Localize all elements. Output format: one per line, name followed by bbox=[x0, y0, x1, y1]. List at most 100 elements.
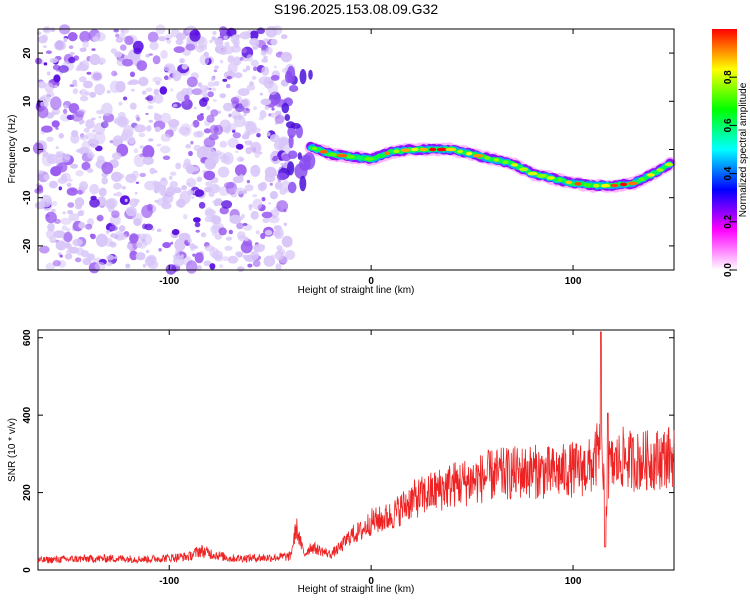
noise-blob bbox=[81, 161, 91, 171]
noise-blob bbox=[79, 134, 89, 141]
noise-blob bbox=[187, 189, 194, 196]
noise-blob bbox=[268, 215, 280, 224]
ridge-hotspot bbox=[565, 180, 573, 185]
noise-blob bbox=[186, 76, 198, 88]
ridge-hotspot bbox=[619, 182, 628, 187]
colorbar-gradient bbox=[712, 29, 737, 270]
noise-blob bbox=[68, 56, 76, 64]
noise-blob bbox=[106, 254, 114, 261]
noise-blob bbox=[219, 93, 226, 99]
noise-blob bbox=[77, 189, 83, 195]
noise-blob bbox=[63, 104, 68, 109]
ridge-hotspot bbox=[664, 162, 674, 167]
noise-blob bbox=[139, 172, 146, 178]
noise-blob bbox=[234, 72, 243, 79]
noise-blob bbox=[96, 214, 104, 222]
noise-blob bbox=[175, 200, 183, 207]
noise-blob bbox=[82, 40, 89, 49]
noise-blob bbox=[83, 80, 93, 89]
noise-blob bbox=[53, 84, 58, 88]
noise-blob bbox=[242, 222, 248, 226]
noise-blob bbox=[37, 170, 44, 175]
noise-blob bbox=[75, 247, 85, 256]
noise-blob bbox=[133, 153, 146, 168]
noise-blob bbox=[223, 35, 228, 40]
noise-blob bbox=[109, 214, 121, 226]
noise-blob bbox=[58, 133, 64, 139]
snr-line bbox=[37, 331, 675, 565]
noise-blob bbox=[42, 26, 52, 34]
noise-blob bbox=[251, 75, 257, 80]
noise-blob bbox=[280, 51, 293, 63]
noise-blob bbox=[153, 113, 162, 121]
noise-blob bbox=[193, 106, 197, 110]
snr-y-ticks: 0 200 400 600 bbox=[22, 329, 674, 573]
noise-blob bbox=[249, 30, 259, 40]
ridge-hotspot bbox=[319, 150, 328, 154]
noise-blob bbox=[113, 182, 122, 190]
noise-blob bbox=[250, 210, 259, 220]
noise-blob bbox=[194, 189, 205, 197]
noise-blob bbox=[272, 155, 279, 160]
colorbar-tick-label: 0.8 bbox=[723, 70, 734, 84]
noise-blob bbox=[270, 74, 280, 81]
noise-blob bbox=[192, 119, 200, 128]
ridge-hotspot bbox=[346, 154, 356, 159]
noise-blob bbox=[113, 116, 125, 126]
noise-blob bbox=[39, 245, 50, 254]
noise-blob bbox=[67, 202, 75, 208]
colorbar-ticks: 0.0 0.2 0.4 0.6 0.8 bbox=[723, 70, 737, 277]
noise-blob bbox=[246, 179, 250, 184]
ridge-hotspot bbox=[456, 149, 464, 154]
noise-blob bbox=[196, 130, 204, 138]
noise-blob bbox=[264, 229, 273, 236]
noise-blob bbox=[180, 123, 192, 137]
noise-blob bbox=[55, 69, 60, 72]
noise-blob bbox=[269, 182, 273, 186]
x-tick-label: 0 bbox=[368, 576, 374, 587]
noise-blob bbox=[127, 81, 134, 85]
noise-blob bbox=[79, 181, 89, 191]
ridge-hotspot bbox=[593, 183, 600, 188]
noise-blob bbox=[86, 71, 92, 75]
noise-blob bbox=[179, 58, 185, 64]
y-tick-label: -20 bbox=[22, 238, 33, 253]
noise-blob bbox=[46, 202, 50, 205]
noise-blob bbox=[241, 48, 247, 54]
noise-blob bbox=[204, 207, 214, 218]
noise-blob bbox=[242, 68, 247, 73]
noise-blob bbox=[47, 222, 55, 232]
noise-blob bbox=[126, 243, 133, 250]
ridge-hotspot bbox=[328, 152, 338, 157]
noise-blob bbox=[211, 87, 217, 92]
ridge-hotspot bbox=[527, 171, 538, 176]
y-tick-label: 20 bbox=[22, 47, 33, 59]
noise-blob bbox=[91, 117, 96, 121]
noise-blob bbox=[274, 181, 283, 190]
noise-blob bbox=[283, 208, 287, 213]
spectrogram-x-ticks: -100 0 100 bbox=[159, 29, 582, 287]
noise-blob bbox=[98, 187, 107, 197]
noise-blob bbox=[67, 178, 73, 182]
noise-blob bbox=[275, 263, 282, 271]
noise-blob bbox=[199, 85, 209, 92]
noise-blob bbox=[261, 66, 270, 76]
noise-blob bbox=[45, 262, 56, 271]
noise-blob bbox=[236, 222, 244, 230]
noise-blob bbox=[207, 91, 214, 98]
noise-blob bbox=[211, 151, 218, 158]
ridge-hotspot bbox=[483, 156, 491, 160]
spectrogram-x-axis-label: Height of straight line (km) bbox=[298, 285, 415, 296]
noise-blob bbox=[119, 32, 126, 40]
noise-blob bbox=[145, 87, 153, 92]
noise-blob bbox=[215, 39, 224, 49]
noise-blob bbox=[146, 125, 152, 132]
noise-blob bbox=[206, 105, 211, 111]
noise-blob bbox=[258, 185, 266, 192]
noise-blob bbox=[269, 191, 278, 200]
noise-blob bbox=[142, 156, 154, 165]
ridge-hotspot bbox=[502, 160, 509, 165]
noise-blob bbox=[101, 102, 113, 117]
transition-blob bbox=[288, 85, 299, 92]
noise-blob bbox=[214, 198, 223, 206]
